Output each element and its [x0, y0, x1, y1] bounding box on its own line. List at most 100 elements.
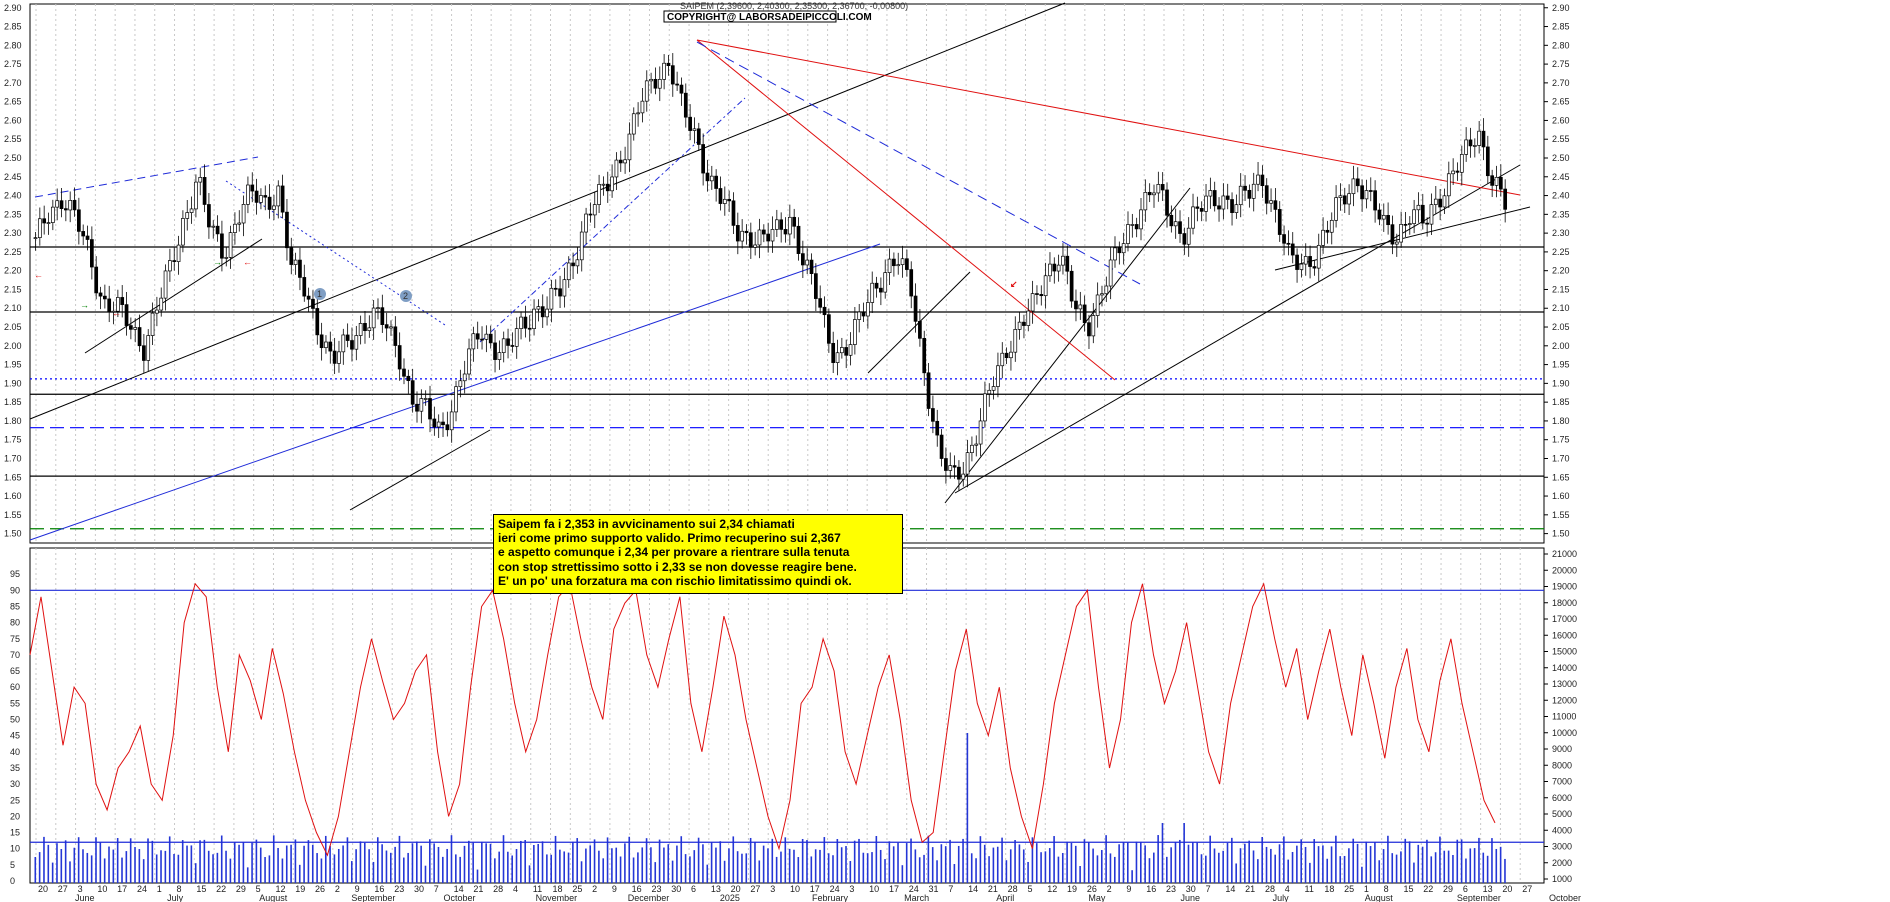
oscillator-axis-label: 35 — [10, 763, 20, 773]
volume-bar — [996, 846, 999, 883]
volume-bar — [905, 843, 908, 883]
volume-bar — [385, 850, 388, 883]
volume-bar — [1083, 839, 1086, 883]
volume-bar — [1066, 841, 1068, 883]
candle-body — [42, 218, 47, 224]
volume-bar — [442, 856, 444, 883]
volume-bar — [641, 847, 644, 883]
candle-body — [1048, 263, 1052, 277]
volume-bar — [1027, 861, 1029, 883]
candle-body — [805, 259, 810, 266]
candle-body — [983, 393, 987, 422]
volume-bar — [1157, 835, 1159, 883]
date-axis-day: 6 — [691, 884, 696, 894]
candle-body — [111, 310, 116, 313]
candle-body — [484, 333, 489, 340]
volume-bar — [606, 837, 609, 883]
candle-body — [1312, 266, 1317, 269]
candle-body — [1199, 208, 1204, 212]
candle-body — [406, 375, 411, 382]
candle-body — [900, 258, 905, 266]
volume-bar — [446, 848, 448, 883]
volume-bar — [1131, 870, 1133, 883]
volume-bar — [684, 854, 687, 883]
candle-body — [740, 230, 745, 242]
candle-body — [605, 183, 610, 192]
volume-axis-label: 7000 — [1552, 777, 1572, 787]
volume-bar — [780, 851, 782, 883]
volume-bar — [34, 857, 37, 883]
candle-body — [818, 298, 823, 308]
candle-body — [718, 188, 723, 204]
candle-body — [1013, 329, 1018, 353]
candle-body — [137, 327, 142, 347]
volume-bar — [793, 849, 795, 883]
candle-body — [735, 225, 740, 242]
volume-bar — [1421, 846, 1424, 883]
volume-axis-label: 1000 — [1552, 874, 1572, 884]
candle-body — [1355, 178, 1360, 187]
volume-bar — [1070, 842, 1073, 883]
volume-axis-label: 18000 — [1552, 598, 1577, 608]
price-panel — [29, 3, 1545, 544]
volume-bar — [1126, 842, 1129, 883]
oscillator-axis-label: 70 — [10, 650, 20, 660]
candle-body — [94, 266, 99, 294]
candle-body — [1061, 255, 1065, 266]
volume-bar — [220, 835, 223, 883]
candle-body — [774, 219, 779, 230]
candle-body — [1173, 221, 1178, 227]
candle-body — [909, 269, 914, 297]
volume-bar — [910, 838, 912, 883]
price-axis-label: 2.50 — [1552, 153, 1570, 163]
candle-body — [1308, 256, 1312, 267]
candle-body — [445, 424, 450, 431]
candle-body — [991, 386, 996, 391]
price-axis-label-left: 2.30 — [4, 228, 22, 238]
price-axis-label: 1.50 — [1552, 529, 1570, 539]
volume-bar — [1287, 859, 1289, 883]
date-axis-day: 1 — [157, 884, 162, 894]
oscillator-axis-label: 10 — [10, 844, 20, 854]
volume-bar — [320, 858, 323, 883]
candle-body — [1043, 275, 1048, 297]
candle-body — [1290, 243, 1295, 256]
candle-body — [974, 443, 979, 446]
volume-bar — [923, 854, 925, 883]
volume-bar — [485, 843, 487, 883]
volume-bar — [1478, 837, 1480, 883]
oscillator-axis-label: 80 — [10, 618, 20, 628]
volume-bar — [1109, 853, 1112, 883]
date-axis-day: 7 — [948, 884, 953, 894]
candle-body — [892, 258, 896, 267]
price-axis-label-left: 2.05 — [4, 322, 22, 332]
candle-body — [822, 306, 827, 316]
volume-bar — [294, 839, 297, 883]
candle-body — [1069, 270, 1074, 302]
candle-body — [649, 78, 653, 82]
trendline-red-down — [696, 39, 1116, 381]
volume-bar — [1417, 844, 1420, 883]
volume-bar — [1166, 856, 1168, 883]
candle-body — [692, 128, 697, 131]
volume-bar — [1035, 843, 1038, 883]
volume-bar — [316, 853, 318, 883]
date-axis-day: 4 — [1285, 884, 1290, 894]
volume-bar — [693, 850, 696, 883]
date-axis: 20 27 3 10 17 24 1 8 15 22 29 5 12 19 26 2 9 16 23 30 7 14 21 2… — [38, 884, 1581, 902]
volume-bar — [819, 849, 821, 883]
volume-bar — [1148, 858, 1151, 883]
candle-body — [549, 287, 554, 310]
annotation-line: ieri come primo supporto valido. Primo r… — [498, 531, 841, 546]
date-axis-day: 14 — [454, 884, 464, 894]
candle-body — [389, 326, 393, 329]
volume-bar — [598, 850, 600, 883]
oscillator-axis-label: 60 — [10, 682, 20, 692]
candle-body — [493, 342, 497, 360]
candle-body — [358, 323, 363, 336]
candle-body — [1126, 224, 1130, 244]
candle-body — [397, 345, 402, 370]
candle-body — [454, 386, 458, 413]
candle-body — [1030, 293, 1035, 312]
candle-body — [1182, 233, 1187, 245]
